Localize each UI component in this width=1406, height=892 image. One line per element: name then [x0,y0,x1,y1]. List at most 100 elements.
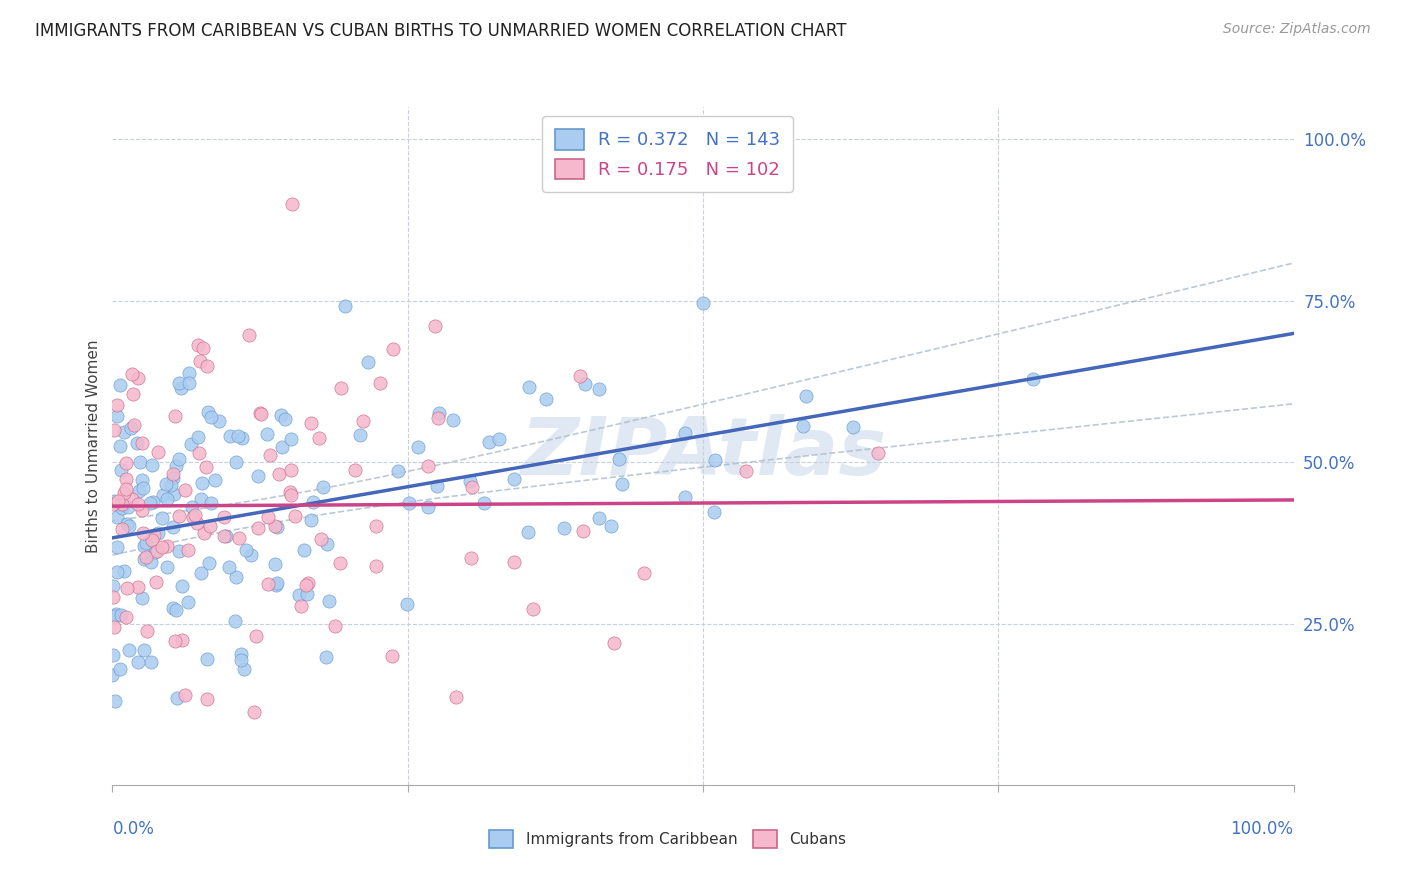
Point [112,485,135,500]
Point [229,647,252,661]
Point [246,521,269,535]
Point [245,629,267,643]
Point [488,432,510,446]
Point [215,529,238,543]
Point [170,381,193,395]
Point [141,533,163,548]
Point [239,548,262,562]
Point [503,472,526,486]
Point [195,359,218,373]
Point [427,406,450,420]
Point [502,555,524,569]
Point [165,603,187,617]
Point [127,655,149,669]
Point [517,380,540,394]
Point [460,551,482,566]
Point [280,463,302,477]
Point [353,414,375,428]
Point [170,579,193,593]
Point [165,458,187,473]
Point [103,423,125,437]
Point [111,522,134,536]
Point [330,381,353,395]
Point [588,382,610,396]
Point [101,667,124,681]
Point [418,459,440,474]
Point [406,440,429,454]
Point [381,648,404,663]
Point [366,519,388,533]
Point [146,525,169,540]
Point [264,578,287,592]
Point [1022,372,1045,386]
Point [162,467,184,482]
Point [108,662,131,676]
Point [229,653,252,667]
Point [145,575,167,590]
Point [364,559,387,574]
Point [193,525,215,540]
Point [163,486,186,500]
Point [150,511,173,525]
Point [188,446,211,460]
Point [225,455,247,469]
Point [110,463,132,477]
Point [302,495,325,509]
Point [281,197,304,211]
Point [233,662,256,676]
Point [139,656,162,670]
Point [132,552,155,566]
Point [122,418,145,433]
Point [398,496,420,510]
Point [197,405,219,419]
Point [143,528,166,542]
Point [703,504,725,518]
Point [190,491,212,506]
Point [156,491,179,506]
Point [478,435,501,450]
Point [105,607,128,622]
Point [159,478,181,492]
Point [257,576,280,591]
Point [734,464,756,478]
Point [146,543,169,558]
Point [115,517,138,532]
Point [228,531,250,545]
Point [295,587,318,601]
Point [169,452,191,467]
Point [200,518,222,533]
Text: ZIPAtlas: ZIPAtlas [520,414,886,491]
Point [177,376,200,391]
Point [842,420,865,434]
Point [167,376,190,391]
Point [165,409,187,423]
Point [426,411,449,425]
Point [269,467,291,481]
Point [132,481,155,495]
Point [280,432,302,446]
Point [104,694,127,708]
Point [177,366,200,380]
Point [266,520,288,534]
Point [156,539,179,553]
Point [166,691,188,706]
Point [105,398,128,412]
Point [111,501,134,516]
Point [180,437,202,451]
Point [115,482,138,496]
Point [212,509,235,524]
Point [588,511,610,525]
Text: IMMIGRANTS FROM CARIBBEAN VS CUBAN BIRTHS TO UNMARRIED WOMEN CORRELATION CHART: IMMIGRANTS FROM CARIBBEAN VS CUBAN BIRTH… [35,22,846,40]
Point [167,544,190,558]
Point [312,480,335,494]
Point [141,458,163,473]
Point [290,599,312,613]
Point [235,543,257,558]
Point [387,464,409,478]
Point [184,508,207,523]
Y-axis label: Births to Unmarried Women: Births to Unmarried Women [86,339,101,553]
Point [673,490,696,504]
Point [297,576,319,591]
Point [308,431,330,445]
Point [132,540,155,554]
